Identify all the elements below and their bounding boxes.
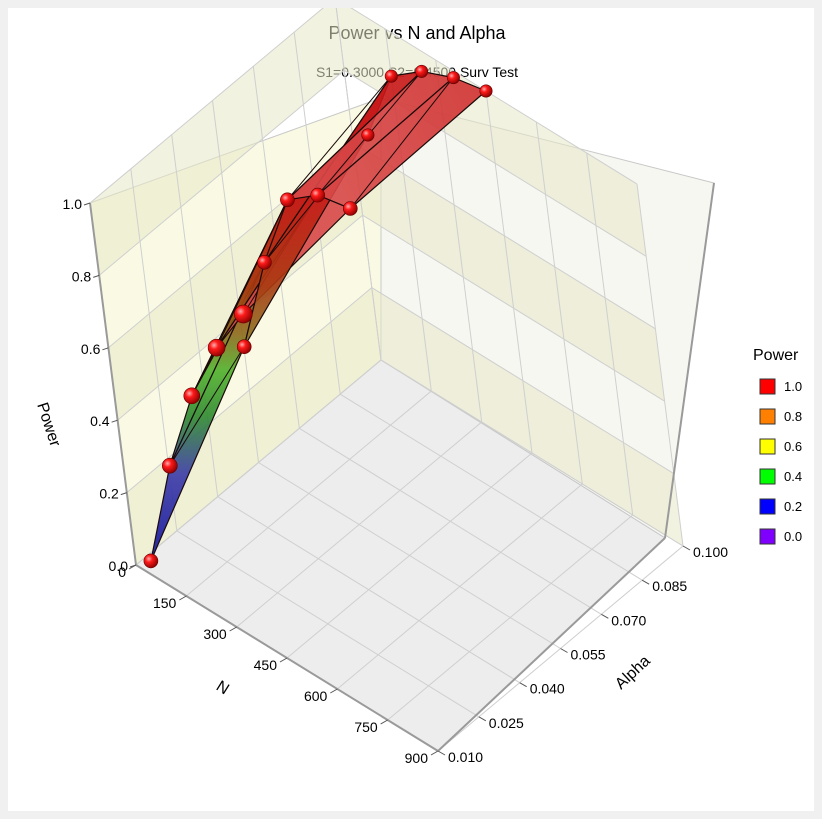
data-point bbox=[236, 339, 252, 355]
n-tick-mark bbox=[279, 657, 288, 663]
grid-line-power bbox=[135, 359, 684, 566]
legend-label: 0.6 bbox=[784, 439, 802, 454]
legend-title: Power bbox=[753, 347, 799, 364]
n-tick-mark bbox=[330, 688, 338, 694]
legend-label: 0.2 bbox=[784, 499, 802, 514]
alpha-tick-label: 0.070 bbox=[611, 612, 646, 628]
legend-swatch bbox=[759, 438, 776, 455]
alpha-tick-mark bbox=[682, 545, 691, 551]
n-tick-label: 0 bbox=[118, 564, 126, 580]
power-tick-mark bbox=[120, 492, 127, 496]
power-axis-title: Power bbox=[33, 400, 63, 449]
data-point bbox=[415, 64, 429, 78]
n-tick-label: 900 bbox=[405, 750, 429, 766]
n-axis-title: N bbox=[213, 678, 232, 699]
legend-swatch bbox=[759, 408, 776, 425]
power-tick-mark bbox=[93, 274, 100, 278]
data-point bbox=[361, 128, 375, 142]
alpha-tick-label: 0.055 bbox=[571, 647, 606, 663]
n-tick-mark bbox=[430, 750, 439, 756]
n-tick-label: 750 bbox=[354, 719, 378, 735]
n-tick-label: 300 bbox=[203, 626, 227, 642]
legend-swatch bbox=[759, 378, 776, 395]
power-tick-label: 0.6 bbox=[81, 341, 101, 357]
data-point bbox=[342, 201, 358, 216]
legend: Power 1.0 0.8 0.6 0.4 0.2 0.0 bbox=[753, 347, 802, 545]
n-tick-mark bbox=[380, 719, 388, 725]
power-tick-mark bbox=[102, 347, 109, 351]
legend-label: 0.4 bbox=[784, 469, 802, 484]
data-markers bbox=[143, 64, 493, 569]
n-tick-mark bbox=[179, 595, 187, 601]
legend-swatch bbox=[759, 528, 776, 545]
power-tick-mark bbox=[129, 564, 137, 568]
n-tick-label: 600 bbox=[304, 688, 328, 704]
data-point bbox=[162, 457, 178, 474]
legend-swatch bbox=[759, 498, 776, 515]
right-wall-edge bbox=[664, 182, 715, 539]
power-tick-mark bbox=[111, 419, 118, 423]
data-point bbox=[280, 192, 295, 208]
legend-swatch bbox=[759, 468, 776, 485]
power-tick-label: 0.4 bbox=[90, 413, 110, 429]
surface-diagonal bbox=[169, 346, 245, 466]
alpha-axis-title: Alpha bbox=[612, 652, 654, 692]
data-point bbox=[183, 387, 201, 405]
alpha-tick-label: 0.040 bbox=[530, 681, 565, 697]
power-tick-label: 0.8 bbox=[72, 268, 92, 284]
axis-ticks: 0 150 300 450 600 750 900 0.010 0.025 0.040 0.055 0… bbox=[63, 196, 729, 766]
alpha-tick-mark bbox=[560, 648, 568, 653]
alpha-tick-label: 0.085 bbox=[652, 578, 687, 594]
legend-label: 1.0 bbox=[784, 379, 802, 394]
data-point bbox=[310, 187, 326, 203]
power-axis-line bbox=[89, 202, 137, 566]
alpha-tick-mark bbox=[519, 682, 527, 688]
alpha-tick-label: 0.010 bbox=[448, 749, 483, 765]
data-point bbox=[143, 553, 159, 569]
alpha-tick-mark bbox=[478, 716, 487, 722]
grid-line-power bbox=[98, 69, 647, 276]
left-wall-band bbox=[90, 8, 345, 276]
surface-diagonal bbox=[349, 77, 454, 209]
alpha-axis-line bbox=[437, 537, 666, 752]
legend-label: 0.8 bbox=[784, 409, 802, 424]
power-tick-mark bbox=[83, 202, 91, 206]
chart-frame: Power vs N and Alpha S1=0.3000 S2=0.4500… bbox=[8, 8, 814, 811]
data-point bbox=[207, 338, 226, 357]
data-point bbox=[234, 304, 253, 324]
alpha-tick-mark bbox=[437, 750, 446, 756]
data-point bbox=[479, 84, 493, 98]
surface-diagonal bbox=[216, 199, 288, 348]
alpha-tick-label: 0.100 bbox=[693, 544, 728, 560]
power-surface bbox=[150, 70, 488, 562]
legend-label: 0.0 bbox=[784, 529, 802, 544]
alpha-tick-label: 0.025 bbox=[489, 715, 524, 731]
n-tick-label: 450 bbox=[254, 657, 278, 673]
power-tick-label: 0.0 bbox=[109, 558, 129, 574]
power-tick-label: 0.2 bbox=[99, 486, 119, 502]
power-tick-label: 1.0 bbox=[63, 196, 83, 212]
data-point bbox=[384, 69, 398, 83]
grid-line-power bbox=[117, 214, 665, 421]
power-surface-chart: Power vs N and Alpha S1=0.3000 S2=0.4500… bbox=[33, 8, 802, 766]
n-tick-label: 150 bbox=[153, 595, 177, 611]
alpha-tick-mark bbox=[601, 613, 609, 619]
data-point bbox=[446, 71, 460, 85]
alpha-tick-mark bbox=[641, 579, 650, 585]
data-point bbox=[257, 255, 272, 270]
n-tick-mark bbox=[229, 626, 237, 632]
grid-line-power bbox=[89, 8, 638, 204]
surface-diagonal bbox=[286, 75, 392, 201]
